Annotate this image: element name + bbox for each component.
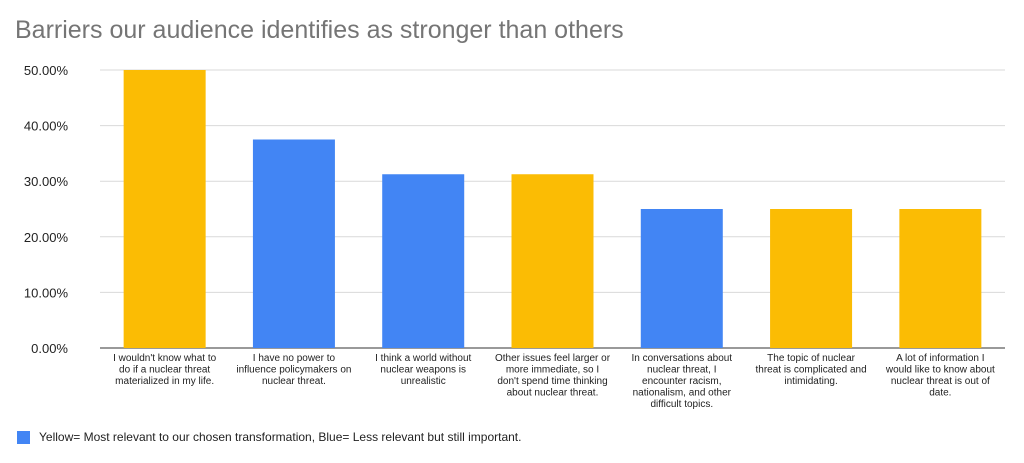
x-category-label: I wouldn't know what to do if a nuclear t…	[113, 353, 217, 387]
y-tick-label: 50.00%	[24, 63, 69, 78]
x-axis-category-labels: I wouldn't know what to do if a nuclear t…	[113, 353, 995, 410]
y-tick-label: 0.00%	[31, 341, 68, 356]
x-category-label: The topic of nuclear threat is complicate…	[755, 353, 866, 387]
legend: Yellow= Most relevant to our chosen tran…	[17, 430, 521, 444]
chart-title: Barriers our audience identifies as stro…	[15, 16, 624, 44]
bar	[640, 209, 723, 348]
y-tick-label: 10.00%	[24, 285, 69, 300]
y-tick-label: 20.00%	[24, 230, 69, 245]
bar	[382, 174, 465, 348]
y-tick-label: 30.00%	[24, 174, 69, 189]
y-tick-label: 40.00%	[24, 119, 69, 134]
x-category-label: I think a world without nuclear weapons i…	[375, 353, 471, 387]
bars	[123, 70, 982, 348]
bar	[123, 70, 206, 348]
bar	[899, 209, 982, 348]
legend-swatch	[17, 430, 30, 444]
bar	[252, 139, 335, 348]
bar	[511, 174, 594, 348]
x-category-label: Other issues feel larger or more immediat…	[495, 353, 611, 399]
bar	[770, 209, 853, 348]
legend-label: Yellow= Most relevant to our chosen tran…	[39, 430, 522, 444]
x-category-label: I have no power to influence policymakers…	[236, 353, 351, 387]
y-axis-tick-labels: 0.00% 10.00% 20.00% 30.00% 40.00% 50.00%	[24, 63, 69, 356]
